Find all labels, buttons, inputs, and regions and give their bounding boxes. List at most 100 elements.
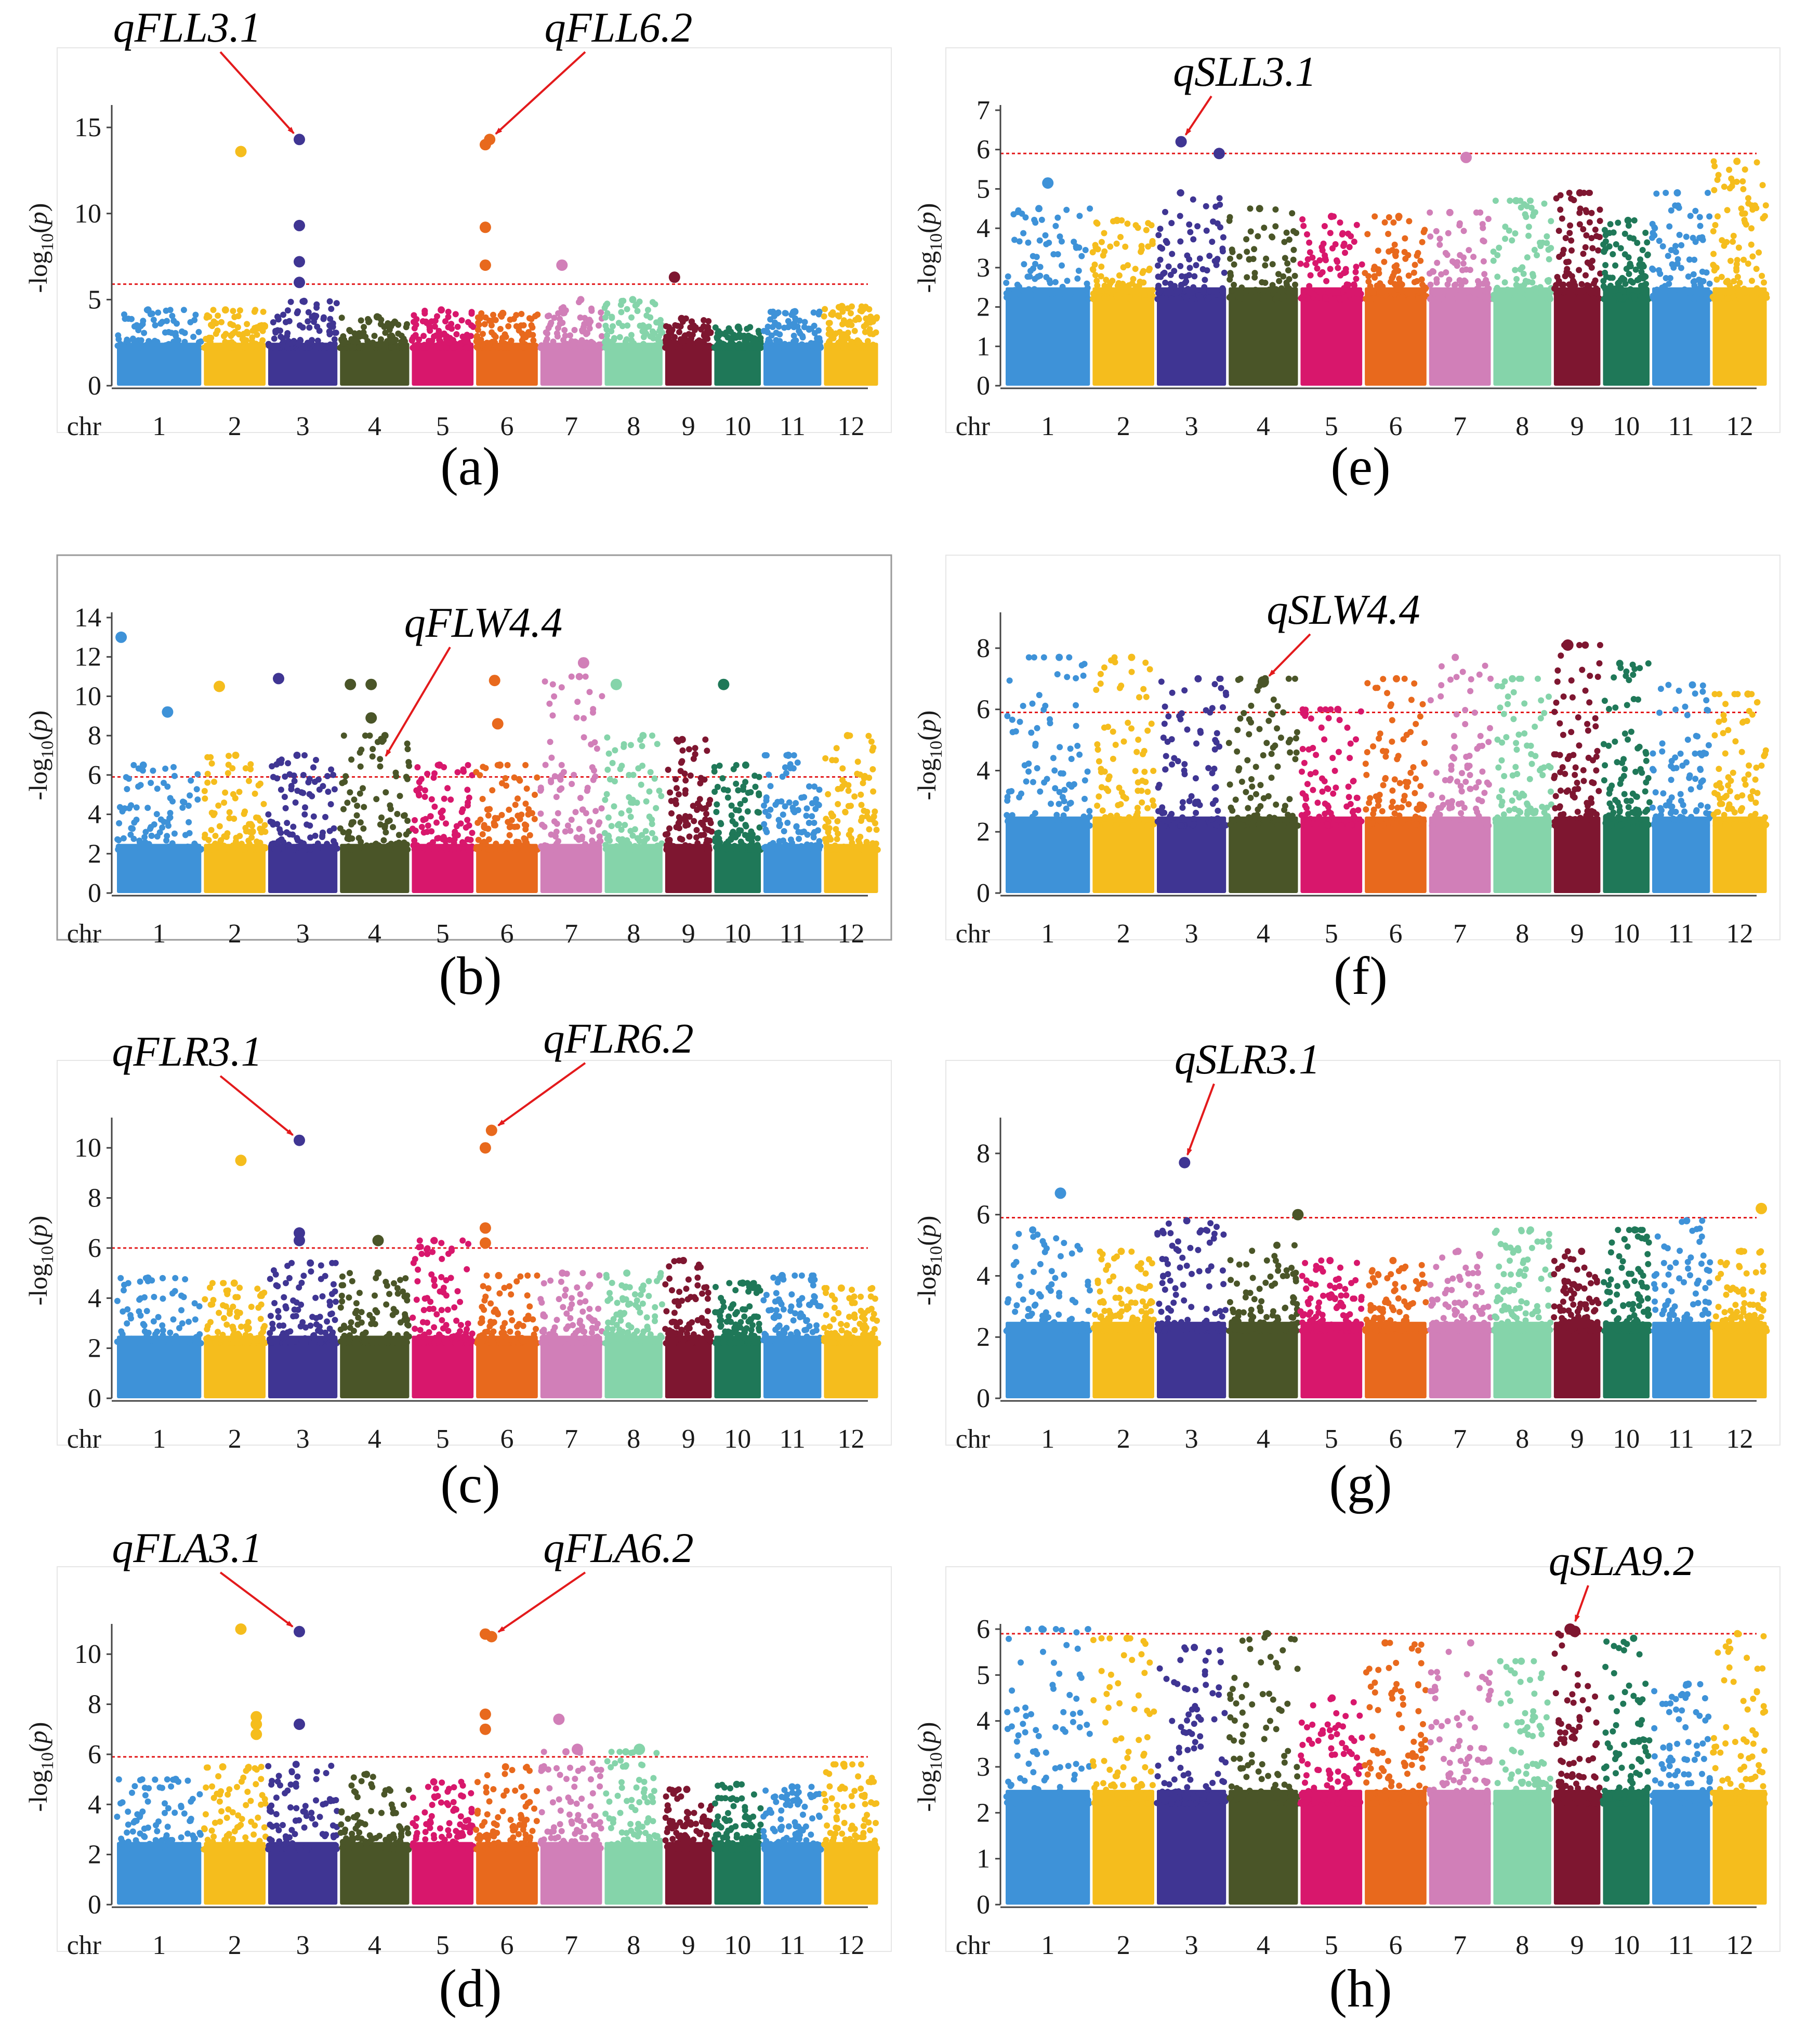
snp-point — [333, 330, 339, 336]
y-tick-label: 0 — [88, 1384, 101, 1413]
snp-point — [358, 1778, 365, 1785]
significant-snp-point — [479, 221, 491, 233]
snp-point — [564, 340, 571, 347]
snp-point — [502, 1320, 508, 1327]
snp-point — [436, 327, 442, 334]
snp-point — [707, 820, 714, 827]
snp-point — [714, 801, 720, 808]
snp-point — [441, 795, 447, 802]
snp-point — [481, 321, 488, 327]
snp-point — [704, 837, 710, 844]
snp-point — [525, 329, 532, 335]
snp-point — [147, 825, 153, 832]
snp-peak-point — [292, 1761, 300, 1768]
snp-point — [465, 1817, 471, 1824]
snp-point — [115, 846, 122, 853]
snp-point — [348, 1319, 354, 1326]
snp-point — [204, 779, 211, 786]
snp-point — [286, 1275, 293, 1281]
snp-point — [400, 335, 407, 342]
snp-point — [159, 1322, 166, 1329]
snp-point — [313, 312, 320, 319]
plot-frame — [56, 554, 892, 941]
snp-point — [473, 1827, 480, 1833]
snp-point — [481, 823, 487, 830]
snp-point — [490, 1828, 496, 1835]
snp-point — [259, 1339, 266, 1346]
snp-point — [512, 1840, 519, 1847]
snp-point — [427, 813, 434, 820]
snp-point — [202, 1296, 208, 1303]
snp-point — [556, 1796, 562, 1803]
snp-point — [582, 1835, 589, 1842]
panel-label: (b) — [439, 946, 502, 1006]
y-tick-label: 10 — [74, 199, 101, 229]
snp-point — [257, 780, 263, 787]
snp-peak-point — [172, 1776, 179, 1783]
snp-point — [573, 714, 580, 721]
snp-point — [401, 812, 408, 819]
snp-point — [465, 762, 471, 768]
snp-point — [431, 803, 438, 810]
snp-point — [135, 783, 142, 790]
snp-point — [355, 835, 362, 842]
snp-point — [396, 1823, 403, 1830]
snp-point — [690, 322, 697, 329]
snp-point — [141, 1322, 148, 1329]
snp-point — [650, 1775, 657, 1781]
snp-point — [558, 684, 565, 691]
snp-point — [333, 300, 340, 307]
snp-point — [235, 313, 242, 320]
snp-point — [386, 1833, 393, 1840]
snp-point — [222, 331, 229, 337]
snp-point — [826, 1323, 833, 1330]
snp-point — [457, 1299, 464, 1305]
snp-point — [337, 825, 344, 832]
snp-point — [780, 811, 786, 818]
snp-point — [662, 344, 668, 351]
snp-point — [531, 816, 538, 822]
chromosome-block-1 — [117, 844, 202, 893]
chr-tick-label: 2 — [228, 1424, 242, 1454]
snp-point — [282, 805, 289, 811]
snp-point — [682, 344, 689, 350]
snp-point — [763, 1292, 770, 1299]
snp-point — [487, 846, 494, 853]
snp-point — [204, 1323, 211, 1330]
snp-point — [596, 833, 603, 840]
snp-point — [211, 810, 218, 817]
snp-point — [773, 330, 780, 336]
snp-point — [581, 1328, 588, 1335]
snp-point — [304, 821, 310, 828]
snp-point — [235, 1812, 242, 1819]
snp-point — [203, 314, 210, 321]
snp-point — [856, 339, 863, 346]
snp-point — [340, 732, 347, 739]
snp-point — [677, 323, 684, 330]
snp-point — [570, 1332, 577, 1339]
snp-point — [169, 840, 176, 847]
snp-point — [285, 760, 292, 767]
snp-point — [713, 1283, 719, 1290]
snp-peak-point — [838, 303, 846, 310]
snp-point — [589, 1324, 596, 1331]
snp-point — [677, 846, 683, 853]
snp-point — [507, 1845, 513, 1852]
snp-point — [751, 1313, 757, 1320]
snp-point — [414, 764, 421, 770]
qtl-label: qFLL3.1 — [113, 4, 261, 51]
snp-point — [672, 776, 679, 782]
snp-point — [769, 846, 775, 853]
snp-point — [774, 1324, 781, 1331]
snp-point — [545, 344, 552, 351]
snp-point — [265, 1846, 272, 1853]
snp-point — [453, 331, 460, 337]
snp-point — [420, 829, 427, 836]
snp-point — [520, 1322, 526, 1329]
snp-point — [350, 1774, 357, 1781]
snp-point — [268, 1339, 275, 1346]
snp-point — [432, 318, 439, 324]
snp-point — [519, 339, 526, 346]
snp-point — [354, 1834, 361, 1841]
